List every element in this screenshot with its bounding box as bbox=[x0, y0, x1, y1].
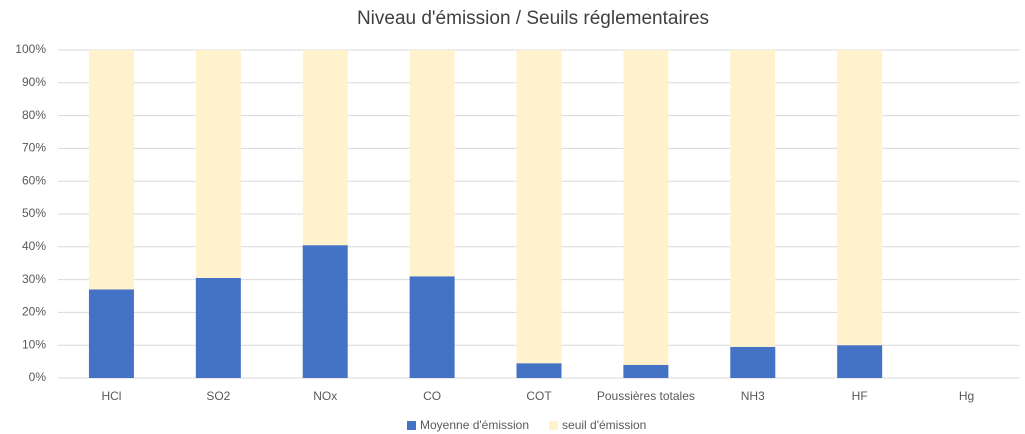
x-tick-label: Hg bbox=[959, 389, 974, 403]
y-tick-label: 50% bbox=[22, 206, 46, 220]
bar-segment bbox=[409, 276, 455, 378]
bar-segment bbox=[195, 50, 241, 278]
y-tick-label: 10% bbox=[22, 337, 46, 351]
legend-swatch bbox=[549, 421, 559, 430]
y-tick-label: 0% bbox=[29, 370, 47, 384]
x-tick-label: Poussières totales bbox=[597, 389, 695, 403]
bar-segment bbox=[837, 345, 883, 378]
y-tick-label: 70% bbox=[22, 141, 46, 155]
bar-segment bbox=[730, 50, 776, 347]
bar-segment bbox=[516, 50, 562, 364]
y-tick-label: 80% bbox=[22, 108, 46, 122]
bar-segment bbox=[195, 277, 241, 378]
y-tick-label: 30% bbox=[22, 272, 46, 286]
bar-segment bbox=[837, 50, 883, 346]
chart-title: Niveau d'émission / Seuils réglementaire… bbox=[357, 8, 709, 29]
x-tick-label: NH3 bbox=[741, 389, 765, 403]
y-tick-label: 60% bbox=[22, 173, 46, 187]
x-tick-label: HF bbox=[852, 389, 868, 403]
y-tick-label: 100% bbox=[15, 42, 46, 56]
legend-label: seuil d'émission bbox=[562, 418, 646, 432]
x-tick-label: CO bbox=[423, 389, 441, 403]
x-tick-label: NOx bbox=[313, 389, 337, 403]
bar-segment bbox=[516, 363, 562, 378]
y-tick-label: 40% bbox=[22, 239, 46, 253]
bar-segment bbox=[88, 50, 134, 290]
bar-segment bbox=[302, 245, 348, 378]
legend-swatch bbox=[407, 421, 416, 430]
bar-segment bbox=[302, 50, 348, 246]
bar-segment bbox=[409, 50, 455, 277]
x-tick-label: HCl bbox=[101, 389, 121, 403]
legend-label: Moyenne d'émission bbox=[420, 418, 529, 432]
bar-segment bbox=[623, 50, 669, 365]
bar-segment bbox=[88, 289, 134, 378]
bar-segment bbox=[730, 346, 776, 378]
x-tick-label: COT bbox=[526, 389, 552, 403]
bar-segment bbox=[623, 364, 669, 378]
x-tick-label: SO2 bbox=[206, 389, 230, 403]
y-tick-label: 20% bbox=[22, 305, 46, 319]
y-tick-label: 90% bbox=[22, 75, 46, 89]
